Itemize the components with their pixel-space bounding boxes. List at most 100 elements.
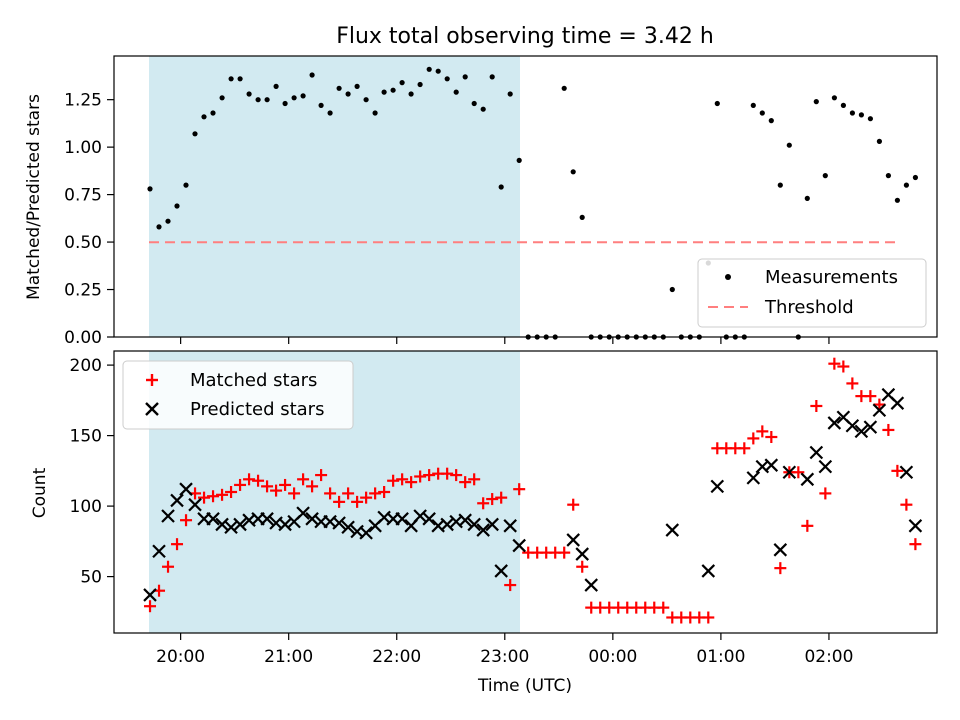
- matched-point-69: [765, 431, 778, 444]
- legend-predicted-label: Predicted stars: [190, 399, 324, 420]
- top-y-tick-label: 1.25: [64, 91, 102, 111]
- matched-point-47: [567, 498, 580, 511]
- legend-measurements-label: Measurements: [765, 267, 898, 288]
- measurement-point-39: [498, 184, 504, 190]
- measurement-point-29: [408, 91, 414, 97]
- predicted-point-53: [800, 472, 815, 487]
- matched-point-35: [459, 476, 472, 489]
- predicted-point-7: [206, 512, 220, 526]
- measurement-point-80: [867, 116, 874, 122]
- predicted-point-22: [341, 520, 355, 535]
- predicted-point-63: [890, 396, 905, 410]
- matched-point-12: [252, 474, 265, 487]
- matched-point-76: [828, 357, 841, 370]
- legend-matched-marker: [146, 374, 158, 386]
- x-tick-label: 22:00: [372, 647, 421, 667]
- predicted-point-43: [575, 547, 590, 561]
- measurement-point-6: [201, 114, 207, 120]
- measurement-point-15: [282, 100, 288, 107]
- predicted-point-65: [908, 519, 923, 533]
- matched-point-13: [261, 480, 274, 493]
- matched-point-2: [162, 560, 175, 573]
- measurement-point-16: [291, 95, 297, 101]
- matched-point-19: [315, 469, 328, 482]
- matched-point-27: [387, 474, 400, 487]
- measurement-point-18: [309, 72, 315, 78]
- bottom-legend: Matched stars Predicted stars: [122, 360, 354, 430]
- predicted-point-42: [566, 533, 581, 547]
- predicted-point-38: [485, 517, 499, 532]
- measurement-point-36: [471, 100, 477, 107]
- measurement-point-68: [759, 110, 765, 116]
- bottom-y-tick-label: 100: [70, 497, 102, 517]
- x-axis-label: Time (UTC): [477, 676, 572, 696]
- matched-point-72: [792, 466, 805, 479]
- matched-point-74: [810, 399, 823, 412]
- measurement-point-4: [183, 182, 189, 188]
- matched-point-4: [180, 514, 193, 527]
- measurement-point-2: [165, 218, 171, 224]
- measurement-point-40: [507, 91, 513, 97]
- top-y-tick-label: 0.75: [64, 186, 102, 206]
- predicted-point-18: [305, 512, 319, 526]
- matched-point-21: [333, 495, 346, 508]
- predicted-point-28: [395, 512, 409, 526]
- top-shaded-region: [149, 56, 520, 337]
- top-y-tick-label: 1.00: [64, 138, 102, 158]
- matched-point-83: [891, 464, 904, 477]
- matched-point-31: [423, 469, 436, 482]
- matched-point-73: [801, 519, 814, 532]
- matched-point-3: [171, 538, 184, 551]
- measurement-point-85: [912, 174, 919, 181]
- matched-point-75: [819, 487, 832, 500]
- matched-point-22: [342, 487, 355, 500]
- measurement-point-5: [192, 131, 198, 137]
- predicted-point-2: [161, 509, 175, 523]
- matched-point-8: [216, 488, 229, 501]
- measurement-point-19: [318, 102, 324, 108]
- legend-predicted-marker: [145, 402, 159, 416]
- measurement-point-84: [903, 182, 910, 188]
- matched-point-23: [351, 495, 364, 508]
- predicted-point-36: [467, 517, 481, 532]
- predicted-point-50: [764, 458, 779, 472]
- predicted-point-35: [458, 513, 472, 527]
- matched-point-80: [864, 390, 877, 403]
- measurement-point-20: [327, 110, 333, 116]
- predicted-point-13: [260, 512, 274, 526]
- predicted-point-21: [332, 516, 346, 530]
- measurement-point-77: [840, 102, 847, 108]
- measurement-point-73: [804, 195, 810, 201]
- x-tick-label: 01:00: [696, 647, 745, 667]
- bottom-x-axis: 20:00 21:00 22:00 23:00 00:00 01:00 02:00: [156, 633, 853, 667]
- bottom-y-axis-label: Count: [30, 467, 50, 518]
- x-tick-label: 02:00: [804, 647, 853, 667]
- matched-point-16: [288, 487, 301, 500]
- bottom-plot-frame: [113, 350, 938, 634]
- measurement-point-63: [714, 100, 720, 107]
- measurement-point-9: [228, 76, 234, 82]
- matched-point-70: [774, 562, 787, 575]
- measurement-point-21: [336, 85, 342, 91]
- matched-point-20: [324, 487, 337, 500]
- x-tick-label: 23:00: [480, 647, 529, 667]
- measurement-point-75: [822, 173, 828, 179]
- measurement-point-67: [750, 102, 756, 108]
- measurement-point-78: [849, 110, 856, 116]
- matched-point-11: [243, 473, 256, 486]
- measurement-point-37: [480, 106, 486, 112]
- top-plot-area: [147, 66, 919, 340]
- matched-point-6: [198, 491, 211, 504]
- top-legend: Measurements Threshold: [697, 258, 927, 328]
- predicted-point-46: [701, 564, 716, 578]
- predicted-point-5: [188, 497, 202, 512]
- matched-point-37: [477, 497, 490, 510]
- matched-point-14: [270, 484, 283, 497]
- measurement-point-28: [399, 80, 405, 86]
- x-tick-label: 20:00: [156, 647, 205, 667]
- matched-point-77: [837, 360, 850, 373]
- matched-point-15: [279, 478, 292, 491]
- matched-point-33: [441, 467, 454, 480]
- bottom-y-axis: 50 100 150 200: [70, 356, 114, 588]
